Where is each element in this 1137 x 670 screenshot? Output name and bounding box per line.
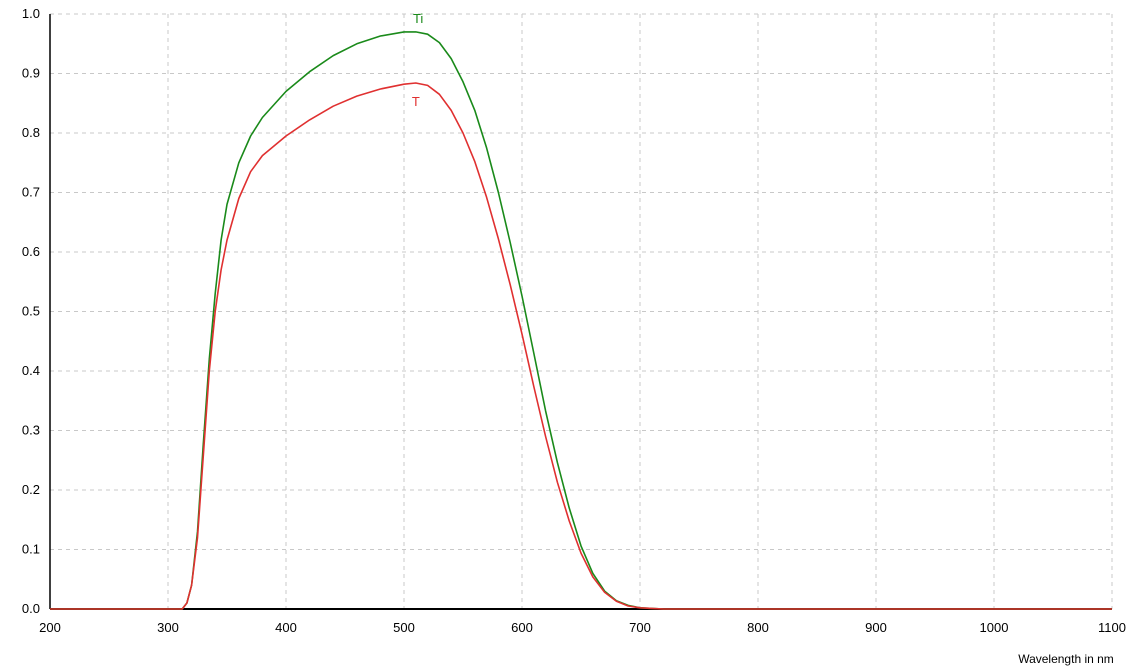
x-tick-label: 700: [629, 620, 651, 635]
y-tick-label: 0.5: [22, 304, 40, 319]
y-tick-label: 0.0: [22, 601, 40, 616]
y-tick-label: 0.9: [22, 66, 40, 81]
series-line-t: [50, 82, 1112, 610]
series-label-ti: Ti: [413, 11, 423, 26]
y-tick-label: 0.6: [22, 244, 40, 259]
series-labels: Ti T: [412, 11, 424, 109]
grid: [50, 13, 1113, 609]
x-tick-label: 1100: [1098, 620, 1126, 635]
y-tick-label: 1.0: [22, 6, 40, 21]
x-axis-title: Wavelength in nm: [1018, 652, 1114, 666]
y-tick-label: 0.7: [22, 185, 40, 200]
x-tick-label: 500: [393, 620, 415, 635]
x-tick-label: 400: [275, 620, 297, 635]
series-line-ti: [50, 31, 1112, 610]
series-lines: [50, 31, 1112, 610]
x-tick-labels: 200 300 400 500 600 700 800 900 1000 1100: [39, 620, 1126, 635]
y-tick-label: 0.2: [22, 482, 40, 497]
x-tick-label: 600: [511, 620, 533, 635]
y-tick-label: 0.4: [22, 363, 40, 378]
x-tick-label: 1000: [980, 620, 1009, 635]
y-tick-label: 0.8: [22, 125, 40, 140]
y-tick-label: 0.1: [22, 542, 40, 557]
x-tick-label: 300: [157, 620, 179, 635]
x-tick-label: 800: [747, 620, 769, 635]
x-tick-label: 200: [39, 620, 61, 635]
x-tick-label: 900: [865, 620, 887, 635]
y-tick-label: 0.3: [22, 423, 40, 438]
series-label-t: T: [412, 94, 420, 109]
y-tick-labels: 0.0 0.1 0.2 0.3 0.4 0.5 0.6 0.7 0.8 0.9 1.0: [22, 6, 40, 616]
